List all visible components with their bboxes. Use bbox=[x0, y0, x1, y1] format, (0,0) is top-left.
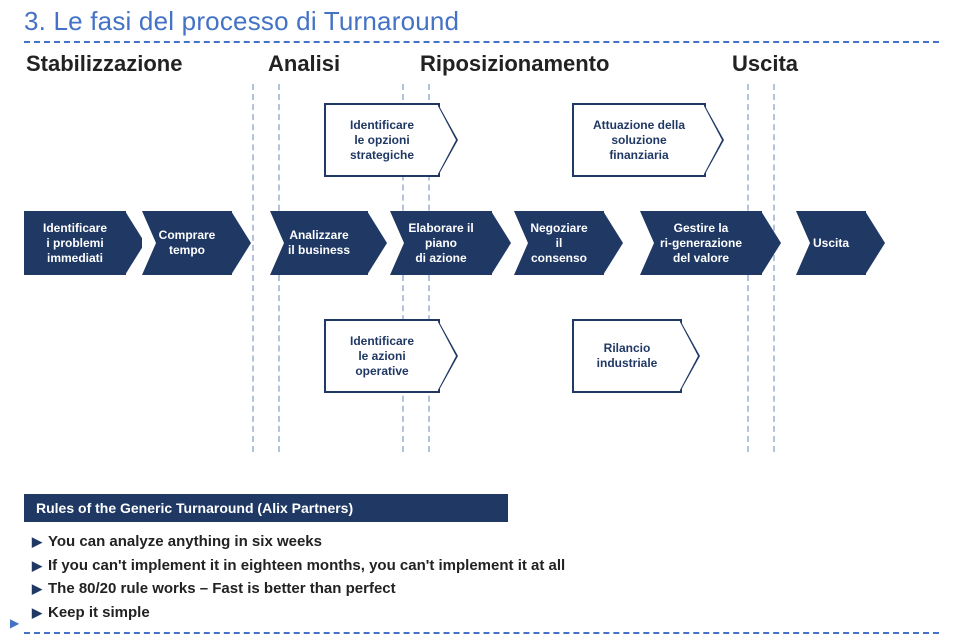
arrow-analizzare-business: Analizzare il business bbox=[270, 211, 368, 275]
arrow-label: Elaborare il piano di azione bbox=[408, 221, 473, 266]
arrow-label: Uscita bbox=[813, 236, 849, 251]
rules-item-text: The 80/20 rule works – Fast is better th… bbox=[48, 577, 396, 600]
process-diagram: Identificare le opzioni strategiche Attu… bbox=[24, 91, 939, 451]
arrow-label: Gestire la ri-generazione del valore bbox=[660, 221, 742, 266]
rules-item-text: You can analyze anything in six weeks bbox=[48, 530, 322, 553]
bullet-icon: ▶ bbox=[32, 530, 42, 553]
arrow-label: Attuazione della soluzione finanziaria bbox=[593, 118, 685, 163]
arrow-label: Identificare i problemi immediati bbox=[43, 221, 107, 266]
bullet-icon: ▶ bbox=[32, 554, 42, 577]
rules-item: ▶ The 80/20 rule works – Fast is better t… bbox=[32, 577, 934, 600]
arrow-negoziare-consenso: Negoziare il consenso bbox=[514, 211, 604, 275]
rules-item-text: If you can't implement it in eighteen mo… bbox=[48, 554, 565, 577]
rules-item-text: Keep it simple bbox=[48, 601, 150, 624]
bullet-icon: ▶ bbox=[32, 577, 42, 600]
arrow-label: Analizzare il business bbox=[288, 228, 350, 258]
arrow-attuazione-soluzione: Attuazione della soluzione finanziaria bbox=[572, 103, 706, 177]
arrow-elaborare-piano: Elaborare il piano di azione bbox=[390, 211, 492, 275]
phase-riposizionamento: Riposizionamento bbox=[420, 51, 720, 77]
phase-stabilizzazione: Stabilizzazione bbox=[26, 51, 256, 77]
arrow-uscita: Uscita bbox=[796, 211, 866, 275]
rules-list: ▶ You can analyze anything in six weeks ▶… bbox=[24, 526, 934, 624]
arrow-label: Identificare le azioni operative bbox=[350, 334, 414, 379]
slide-title: 3. Le fasi del processo di Turnaround bbox=[24, 6, 939, 37]
arrow-label: Identificare le opzioni strategiche bbox=[350, 118, 414, 163]
arrow-rilancio-industriale: Rilancio industriale bbox=[572, 319, 682, 393]
phase-analisi: Analisi bbox=[268, 51, 408, 77]
phase-uscita: Uscita bbox=[732, 51, 832, 77]
bullet-icon: ▶ bbox=[32, 601, 42, 624]
rules-item: ▶ Keep it simple bbox=[32, 601, 934, 624]
phase-labels-row: Stabilizzazione Analisi Riposizionamento… bbox=[24, 51, 939, 77]
rules-item: ▶ If you can't implement it in eighteen m… bbox=[32, 554, 934, 577]
arrow-identificare-problemi: Identificare i problemi immediati bbox=[24, 211, 126, 275]
arrow-comprare-tempo: Comprare tempo bbox=[142, 211, 232, 275]
rules-callout: Rules of the Generic Turnaround (Alix Pa… bbox=[24, 494, 934, 624]
arrow-label: Comprare tempo bbox=[159, 228, 216, 258]
arrow-label: Rilancio industriale bbox=[597, 341, 658, 371]
arrow-identificare-azioni: Identificare le azioni operative bbox=[324, 319, 440, 393]
footer-arrow-icon: ▶ bbox=[10, 616, 19, 630]
title-divider bbox=[24, 41, 939, 43]
arrow-label: Negoziare il consenso bbox=[530, 221, 587, 266]
rules-header: Rules of the Generic Turnaround (Alix Pa… bbox=[24, 494, 508, 522]
arrow-gestire-rigenerazione: Gestire la ri-generazione del valore bbox=[640, 211, 762, 275]
footer-divider bbox=[24, 632, 939, 634]
rules-item: ▶ You can analyze anything in six weeks bbox=[32, 530, 934, 553]
arrow-opzioni-strategiche: Identificare le opzioni strategiche bbox=[324, 103, 440, 177]
